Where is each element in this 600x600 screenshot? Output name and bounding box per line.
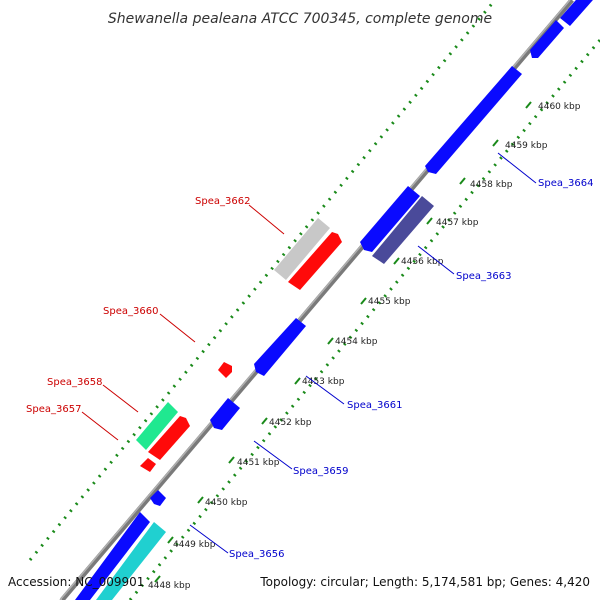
tick-mark [393, 257, 400, 265]
gene-arrow[interactable] [96, 522, 166, 600]
gene-arrow[interactable] [218, 362, 232, 378]
tick-mark [154, 575, 161, 583]
gene-label-forward[interactable]: Spea_3660 [103, 306, 158, 317]
gene-arrow[interactable] [150, 490, 166, 506]
tick-mark [261, 417, 268, 425]
tick-label: 4457 kbp [436, 218, 479, 228]
gene-arrow[interactable] [148, 416, 190, 460]
tick-label: 4454 kbp [335, 337, 378, 347]
tick-mark [426, 217, 433, 225]
gene-arrow[interactable] [254, 318, 306, 376]
gene-arrow[interactable] [560, 0, 600, 26]
gene-arrow[interactable] [136, 402, 178, 450]
tick-mark [294, 377, 301, 385]
tick-mark [492, 139, 499, 147]
tick-mark [525, 101, 532, 109]
gene-label-forward[interactable]: Spea_3662 [195, 196, 250, 207]
gene-arrow[interactable] [425, 66, 522, 174]
tick-group [154, 101, 532, 583]
tick-mark [327, 337, 334, 345]
gene-arrow[interactable] [360, 186, 420, 252]
gc-track-inner [128, 39, 600, 600]
gc-track-outer [28, 0, 497, 561]
accession-text: Accession: NC_009901 [8, 575, 144, 589]
tick-label: 4460 kbp [538, 102, 581, 112]
tick-label: 4449 kbp [173, 540, 216, 550]
gene-arrow[interactable] [140, 458, 156, 472]
tick-mark [228, 456, 235, 464]
tick-label: 4452 kbp [269, 418, 312, 428]
tick-mark [459, 177, 466, 185]
tick-label: 4458 kbp [470, 180, 513, 190]
gene-label-reverse[interactable]: Spea_3663 [456, 271, 511, 282]
tick-label: 4455 kbp [368, 297, 411, 307]
gene-label-reverse[interactable]: Spea_3659 [293, 466, 348, 477]
tick-mark [167, 536, 174, 544]
gene-arrow[interactable] [530, 20, 564, 58]
tick-label: 4459 kbp [505, 141, 548, 151]
gene-label-reverse[interactable]: Spea_3661 [347, 400, 402, 411]
gene-label-forward[interactable]: Spea_3657 [26, 404, 81, 415]
tick-label: 4450 kbp [205, 498, 248, 508]
gene-arrow[interactable] [372, 196, 434, 264]
gene-arrow[interactable] [288, 232, 342, 290]
tick-label: 4456 kbp [401, 257, 444, 267]
tick-label: 4451 kbp [237, 458, 280, 468]
genes-forward [136, 218, 342, 472]
gene-arrow[interactable] [75, 512, 150, 600]
tick-label: 4448 kbp [148, 581, 191, 591]
gene-arrow[interactable] [274, 218, 330, 280]
topology-text: Topology: circular; Length: 5,174,581 bp… [259, 575, 590, 589]
tick-mark [197, 496, 204, 504]
map-title: Shewanella pealeana ATCC 700345, complet… [108, 11, 492, 27]
gene-label-forward[interactable]: Spea_3658 [47, 377, 102, 388]
gene-arrow[interactable] [210, 398, 240, 430]
gene-label-reverse[interactable]: Spea_3664 [538, 178, 593, 189]
tick-mark [360, 297, 367, 305]
tick-label: 4453 kbp [302, 377, 345, 387]
gene-label-reverse[interactable]: Spea_3656 [229, 549, 284, 560]
genes-reverse [75, 0, 600, 600]
